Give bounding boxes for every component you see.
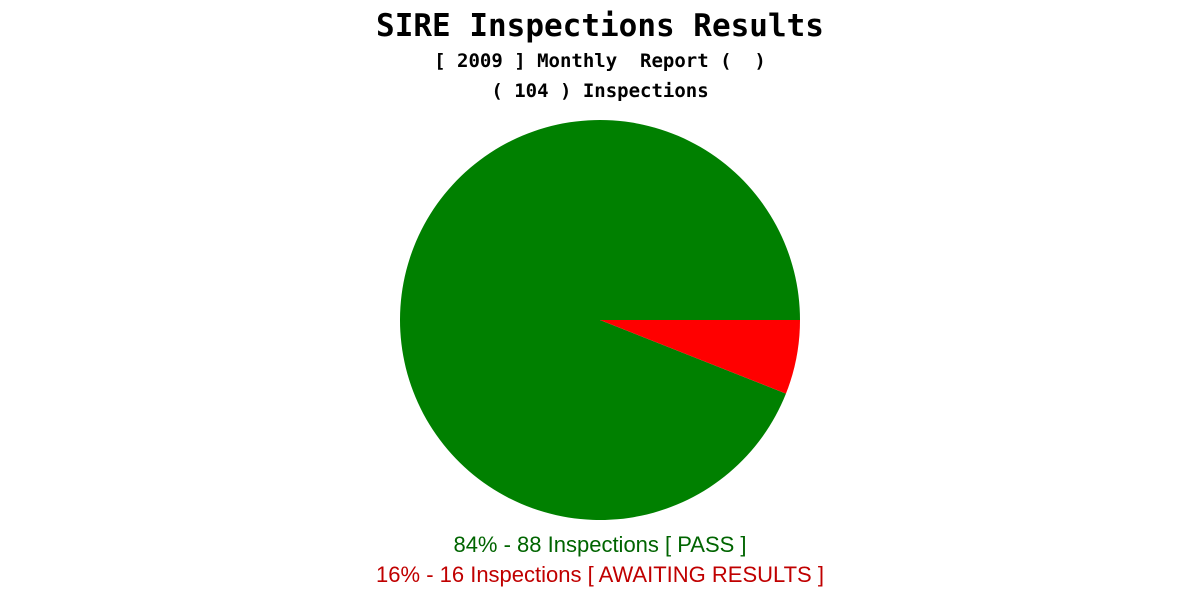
legend-entry-awaiting: 16% - 16 Inspections [ AWAITING RESULTS …	[376, 562, 824, 587]
chart-subtitle-count: ( 104 ) Inspections	[491, 80, 709, 102]
pie-slice-awaiting	[600, 320, 800, 394]
chart-title: SIRE Inspections Results	[376, 8, 824, 44]
legend-entry-pass: 84% - 88 Inspections [ PASS ]	[453, 532, 747, 557]
chart-subtitle-report: [ 2009 ] Monthly Report ( )	[434, 50, 766, 72]
